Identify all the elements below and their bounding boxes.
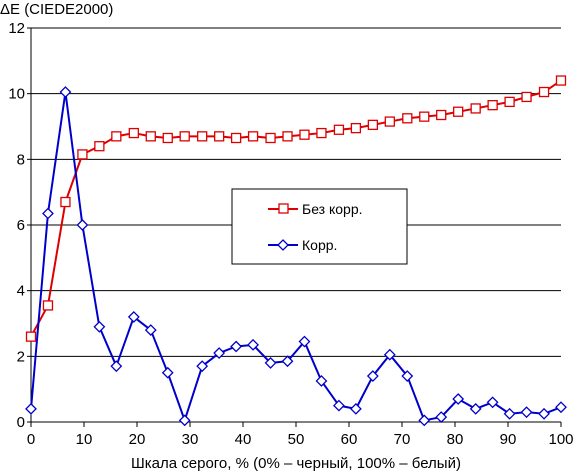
data-point [538, 407, 550, 420]
data-point [94, 141, 105, 152]
x-tick-label: 90 [500, 431, 517, 448]
y-tick-label: 2 [17, 348, 25, 365]
data-point [247, 131, 259, 142]
data-point [127, 311, 140, 323]
data-point [383, 348, 396, 361]
data-point [299, 129, 310, 140]
data-point [298, 335, 311, 348]
data-point [487, 100, 498, 111]
data-point [128, 127, 139, 139]
data-point [401, 370, 414, 382]
data-point [110, 360, 123, 373]
data-point [538, 86, 550, 98]
legend-label-corrected: Корр. [302, 237, 337, 253]
data-point [315, 375, 328, 387]
y-tick-label: 4 [17, 283, 25, 300]
x-tick-label: 30 [182, 431, 199, 448]
series-uncorrected [25, 75, 567, 342]
data-point [555, 401, 567, 414]
data-point [349, 402, 362, 415]
x-tick-label: 50 [288, 431, 305, 448]
data-point [213, 131, 225, 142]
data-point [42, 207, 54, 220]
y-tick-label: 8 [17, 151, 25, 168]
data-point [470, 103, 481, 114]
x-tick-label: 100 [548, 431, 573, 448]
data-point [25, 402, 37, 415]
y-tick-label: 10 [8, 86, 25, 103]
series-corrected [25, 86, 567, 427]
x-tick-label: 40 [235, 431, 252, 448]
data-point [162, 132, 173, 144]
axes [27, 27, 562, 427]
x-tick-label: 0 [27, 431, 35, 448]
data-point [144, 324, 157, 336]
data-point [178, 414, 191, 427]
data-point [367, 119, 379, 131]
data-point [93, 320, 106, 333]
data-point [76, 219, 89, 231]
data-point [111, 131, 122, 142]
y-tick-label: 0 [17, 414, 25, 431]
data-point [42, 300, 54, 311]
legend-marker-uncorrected [278, 203, 289, 214]
data-point [435, 411, 448, 423]
data-point [333, 399, 345, 412]
x-tick-label: 70 [394, 431, 411, 448]
data-point [247, 338, 259, 351]
data-point [230, 340, 243, 353]
data-point [520, 406, 533, 419]
data-point [521, 91, 532, 103]
y-tick-label: 6 [17, 217, 25, 234]
data-point [77, 149, 88, 160]
data-point [281, 355, 294, 368]
tick-labels: 0 2 4 6 8 10 12 0 10 20 30 40 50 60 70 80 90 100 [8, 20, 573, 448]
x-tick-label: 10 [76, 431, 93, 448]
data-point [418, 414, 431, 427]
data-point [196, 360, 209, 373]
x-tick-label: 80 [447, 431, 464, 448]
data-point [436, 109, 447, 121]
legend-box [231, 188, 408, 265]
data-point [265, 132, 276, 144]
x-axis-title: Шкала серого, % (0% – черный, 100% – бел… [131, 455, 461, 472]
data-point [333, 124, 345, 135]
data-point [59, 86, 72, 98]
data-point [452, 393, 465, 405]
data-point [469, 402, 482, 415]
data-point [264, 356, 277, 369]
data-point [25, 331, 37, 342]
data-point [504, 96, 515, 108]
data-point [350, 122, 362, 134]
y-axis-title: ΔE (CIEDE2000) [0, 1, 113, 18]
data-point [60, 196, 71, 208]
data-point [230, 132, 242, 144]
data-point [503, 407, 516, 420]
data-point [213, 347, 226, 359]
y-tick-label: 12 [8, 20, 25, 37]
data-point [316, 127, 327, 139]
data-point [366, 370, 379, 382]
data-point [197, 131, 208, 142]
data-point [384, 116, 395, 127]
data-point [282, 131, 293, 142]
data-point [402, 113, 413, 124]
series-group [25, 75, 567, 427]
x-tick-label: 20 [129, 431, 146, 448]
data-point [179, 131, 190, 142]
legend-label-uncorrected: Без корр. [302, 201, 363, 217]
data-point [419, 111, 430, 122]
data-point [486, 396, 499, 409]
legend-marker-corrected [277, 239, 289, 251]
data-point [555, 75, 567, 86]
data-point [145, 131, 156, 142]
data-point [161, 366, 174, 379]
legend: Без корр. Корр. [231, 188, 408, 265]
data-point [453, 106, 464, 117]
x-tick-label: 60 [341, 431, 358, 448]
